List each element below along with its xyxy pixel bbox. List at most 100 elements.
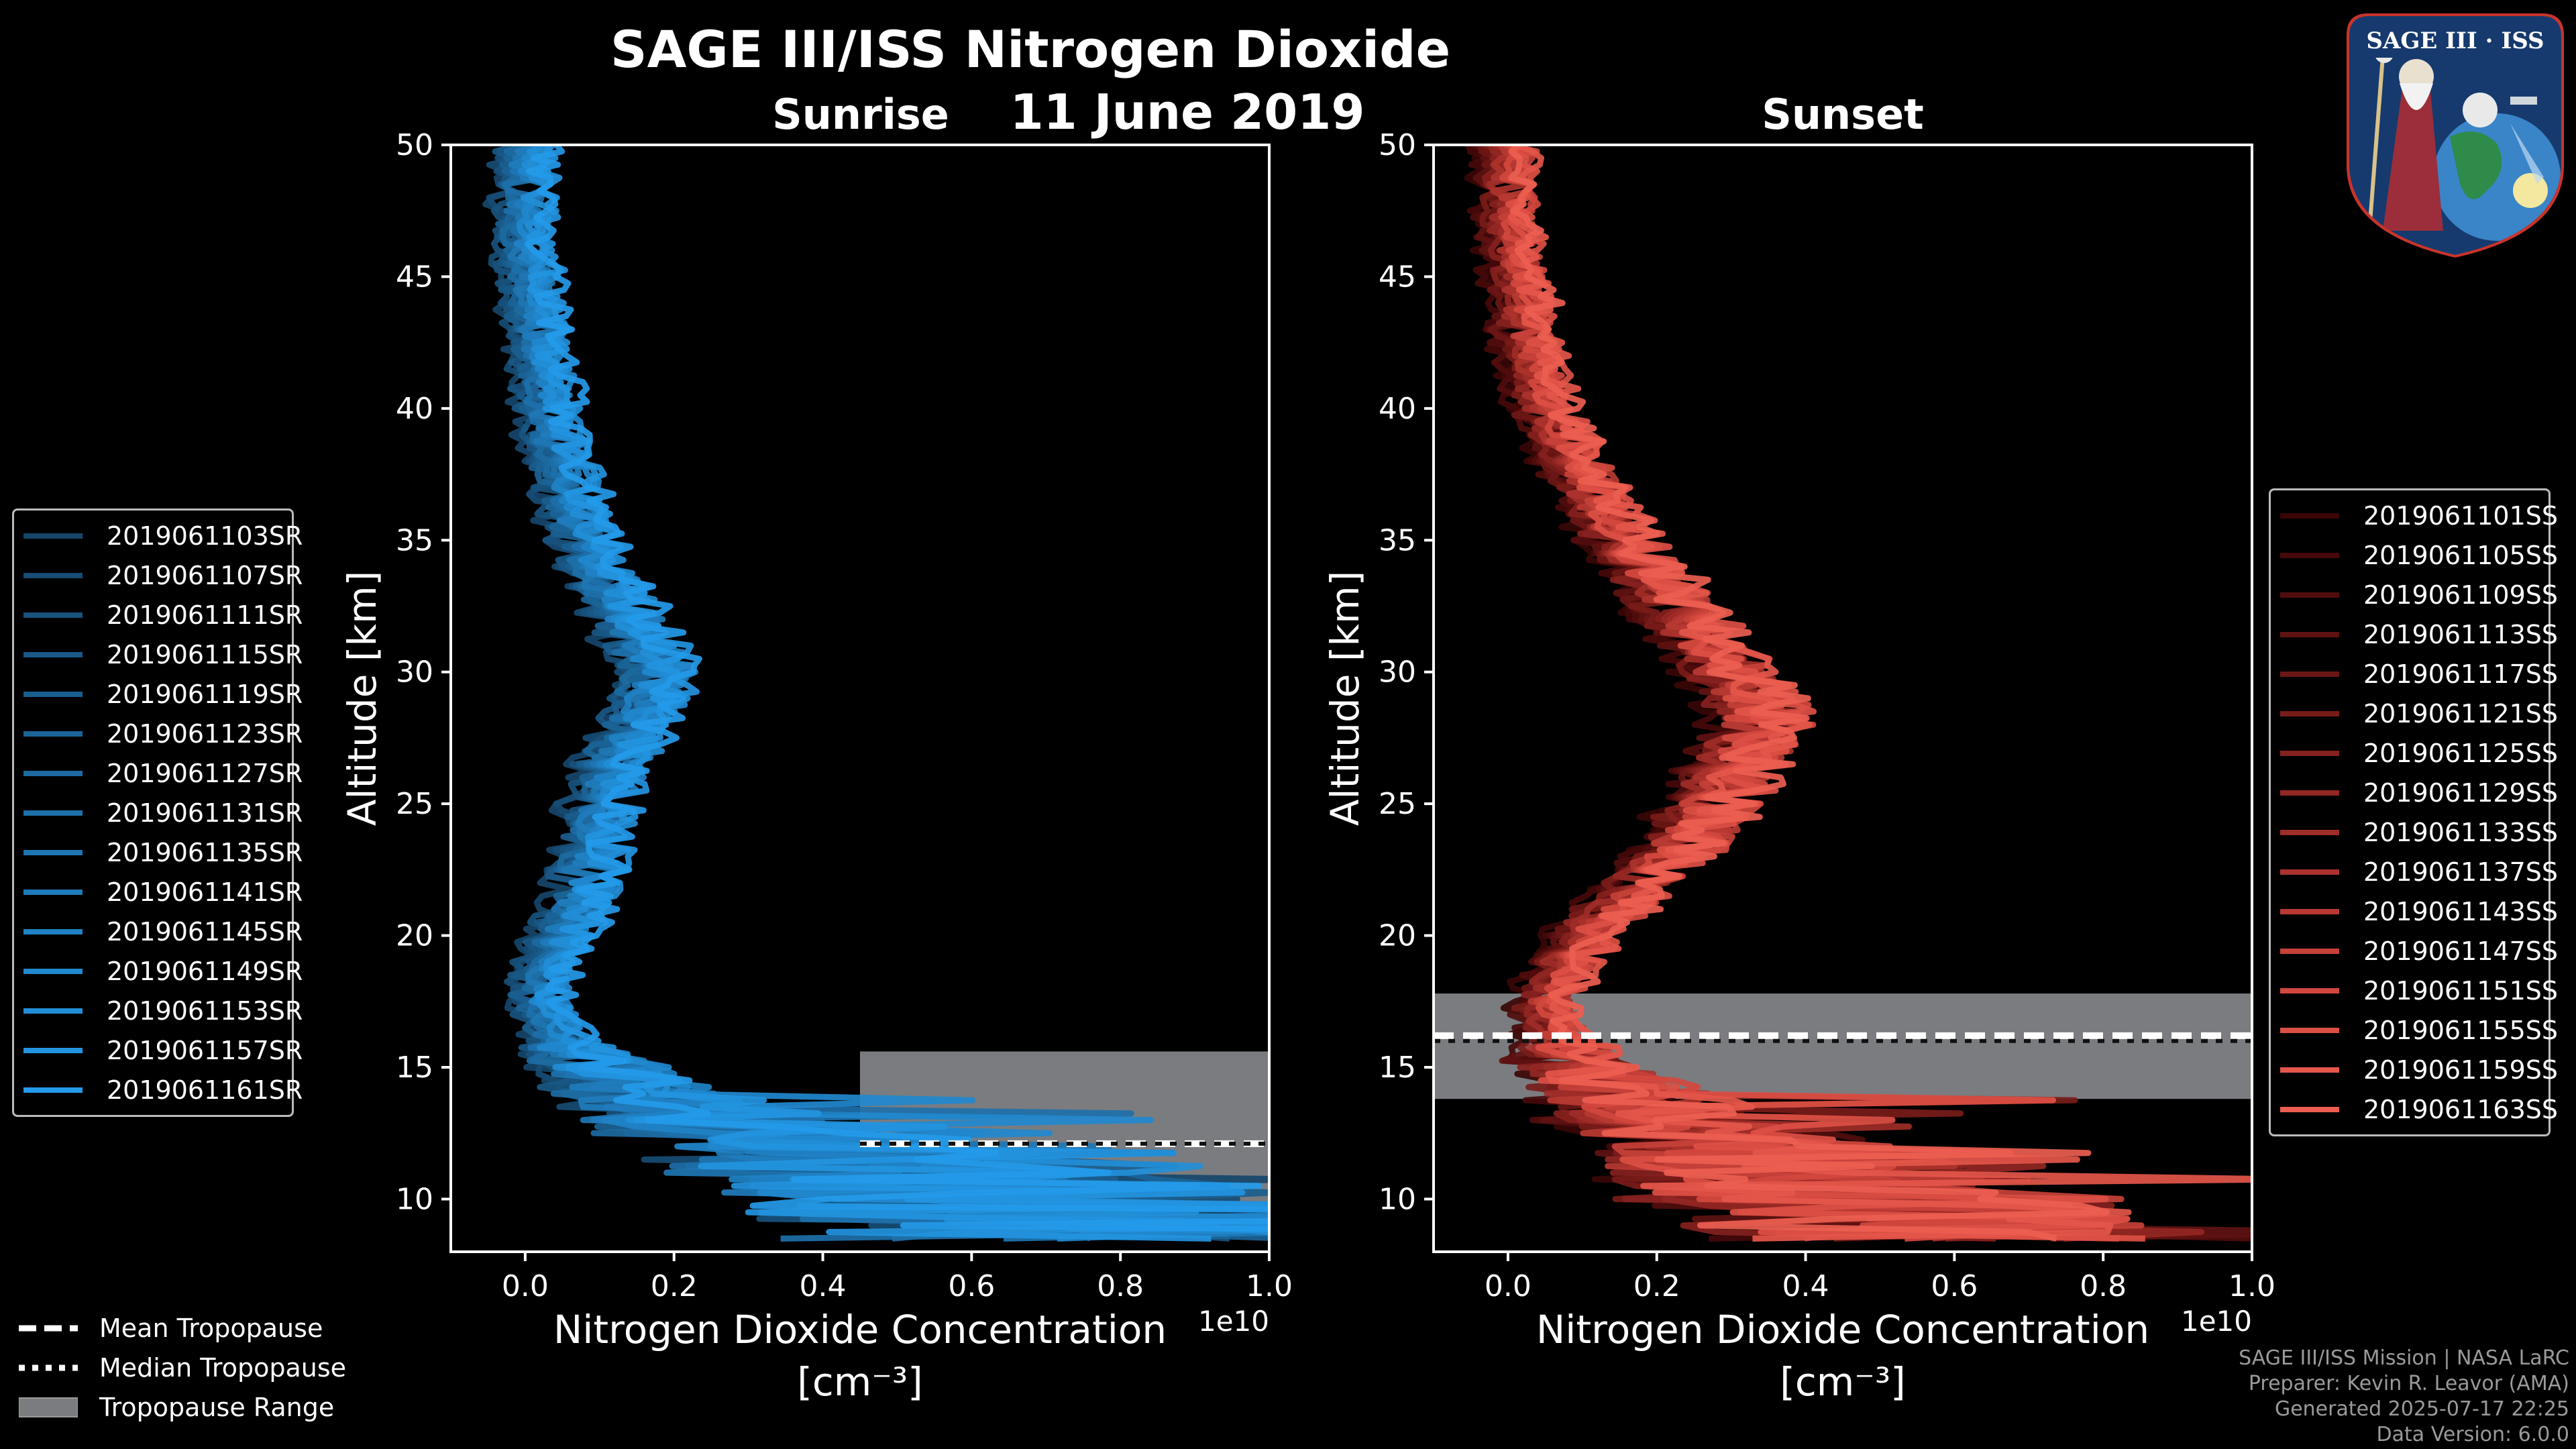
x-tick-label: 1.0 bbox=[1246, 1269, 1293, 1303]
legend-entry: 2019061137SS bbox=[2280, 852, 2558, 892]
tropopause-range-label: Tropopause Range bbox=[99, 1392, 335, 1422]
sunset-plot-area bbox=[1434, 145, 2252, 1242]
legend-label: 2019061135SR bbox=[107, 837, 303, 867]
legend-swatch bbox=[23, 612, 83, 618]
x-axis-unit: [cm⁻³] bbox=[1780, 1359, 1906, 1405]
legend-swatch bbox=[2280, 710, 2339, 716]
y-tick-label: 15 bbox=[1379, 1051, 1416, 1085]
legend-entry: 2019061115SR bbox=[23, 635, 303, 674]
legend-label: 2019061147SS bbox=[2363, 936, 2559, 966]
legend-swatch bbox=[23, 651, 83, 657]
legend-swatch bbox=[2280, 750, 2339, 756]
legend-entry: 2019061131SR bbox=[23, 793, 303, 833]
x-tick-label: 0.0 bbox=[1485, 1269, 1532, 1303]
legend-entry: 2019061119SR bbox=[23, 674, 303, 714]
y-tick-label: 20 bbox=[396, 919, 433, 953]
median-tropopause-legend-entry: Median Tropopause bbox=[19, 1348, 346, 1387]
sunset-title: Sunset bbox=[1762, 90, 1924, 139]
x-axis-label: Nitrogen Dioxide Concentration bbox=[553, 1307, 1167, 1352]
legend-entry: 2019061123SR bbox=[23, 714, 303, 753]
y-tick-label: 15 bbox=[396, 1051, 433, 1085]
dotted-line-icon bbox=[19, 1356, 78, 1379]
legend-label: 2019061111SR bbox=[107, 600, 303, 630]
chart-title: SAGE III/ISS Nitrogen Dioxide bbox=[610, 19, 1450, 79]
sunset-plot-frame bbox=[1432, 144, 2253, 1253]
x-tick-label: 0.6 bbox=[1931, 1269, 1978, 1303]
y-tick-label: 10 bbox=[396, 1182, 433, 1216]
chart-date: 11 June 2019 bbox=[1010, 84, 1365, 140]
sunset-legend: 2019061101SS 2019061105SS 2019061109SS 2019… bbox=[2269, 488, 2558, 1136]
x-axis-multiplier: 1e10 bbox=[1198, 1305, 1269, 1338]
profile-line-2019061163SS bbox=[1508, 145, 2110, 1242]
legend-swatch bbox=[2280, 987, 2339, 994]
legend-label: 2019061103SR bbox=[107, 521, 303, 551]
legend-swatch bbox=[23, 1087, 83, 1093]
legend-swatch bbox=[2280, 790, 2339, 796]
legend-swatch bbox=[23, 572, 83, 578]
legend-entry: 2019061161SR bbox=[23, 1070, 303, 1110]
legend-swatch bbox=[23, 810, 83, 816]
x-tick-label: 0.8 bbox=[2080, 1269, 2127, 1303]
footer-line-mission: SAGE III/ISS Mission | NASA LaRC bbox=[2239, 1346, 2569, 1370]
legend-swatch bbox=[23, 770, 83, 776]
legend-label: 2019061149SR bbox=[107, 956, 303, 986]
legend-entry: 2019061141SR bbox=[23, 872, 303, 912]
legend-entry: 2019061159SS bbox=[2280, 1050, 2558, 1089]
legend-entry: 2019061153SR bbox=[23, 991, 303, 1030]
legend-swatch bbox=[2280, 513, 2339, 519]
legend-entry: 2019061149SR bbox=[23, 951, 303, 991]
credits-footer: SAGE III/ISS Mission | NASA LaRC Prepare… bbox=[2239, 1346, 2569, 1448]
x-tick-label: 0.6 bbox=[948, 1269, 995, 1303]
x-tick-label: 0.0 bbox=[502, 1269, 549, 1303]
legend-label: 2019061159SS bbox=[2363, 1055, 2559, 1085]
y-tick-label: 40 bbox=[396, 392, 433, 426]
dashed-line-icon bbox=[19, 1317, 78, 1340]
profile-line-2019061113SS bbox=[1472, 145, 2252, 1242]
legend-entry: 2019061157SR bbox=[23, 1030, 303, 1070]
legend-label: 2019061131SR bbox=[107, 798, 303, 828]
sunrise-title: Sunrise bbox=[772, 90, 949, 139]
legend-entry: 2019061117SS bbox=[2280, 654, 2558, 694]
footer-line-preparer: Preparer: Kevin R. Leavor (AMA) bbox=[2248, 1372, 2569, 1395]
x-tick-label: 0.2 bbox=[1633, 1269, 1680, 1303]
profile-line-2019061161SR bbox=[525, 145, 1269, 1232]
y-tick-label: 10 bbox=[1379, 1182, 1416, 1216]
mean-tropopause-legend-entry: Mean Tropopause bbox=[19, 1308, 346, 1348]
x-tick-label: 0.4 bbox=[1782, 1269, 1829, 1303]
median-tropopause-label: Median Tropopause bbox=[99, 1352, 346, 1383]
y-tick-label: 50 bbox=[396, 128, 433, 162]
legend-label: 2019061163SS bbox=[2363, 1094, 2559, 1124]
legend-label: 2019061133SS bbox=[2363, 817, 2559, 847]
footer-line-generated: Generated 2025-07-17 22:25 bbox=[2274, 1397, 2569, 1421]
legend-label: 2019061117SS bbox=[2363, 659, 2559, 689]
x-tick-label: 0.4 bbox=[800, 1269, 847, 1303]
y-tick-label: 20 bbox=[1379, 919, 1416, 953]
legend-label: 2019061143SS bbox=[2363, 896, 2559, 926]
legend-label: 2019061157SR bbox=[107, 1035, 303, 1065]
y-tick-label: 35 bbox=[396, 523, 433, 557]
legend-entry: 2019061145SR bbox=[23, 912, 303, 951]
legend-label: 2019061121SS bbox=[2363, 698, 2559, 729]
logo-title: SAGE III · ISS bbox=[2366, 28, 2544, 54]
legend-label: 2019061151SS bbox=[2363, 975, 2559, 1006]
legend-label: 2019061141SR bbox=[107, 877, 303, 907]
y-axis-label: Altitude [km] bbox=[339, 571, 385, 826]
y-tick-label: 45 bbox=[1379, 260, 1416, 294]
x-tick-label: 1.0 bbox=[2229, 1269, 2275, 1303]
y-tick-label: 45 bbox=[396, 260, 433, 294]
legend-label: 2019061161SR bbox=[107, 1075, 303, 1105]
mean-tropopause-label: Mean Tropopause bbox=[99, 1313, 323, 1343]
legend-label: 2019061127SR bbox=[107, 758, 303, 788]
legend-swatch bbox=[2280, 948, 2339, 954]
legend-label: 2019061109SS bbox=[2363, 580, 2559, 610]
legend-entry: 2019061113SS bbox=[2280, 614, 2558, 654]
sunrise-panel: 10 15 20 25 30 35 40 45 50 0.0 0.2 0.4 0.6 0.8 1.0 Sunr… bbox=[339, 90, 1293, 1405]
y-tick-label: 25 bbox=[396, 787, 433, 821]
legend-swatch bbox=[23, 691, 83, 697]
x-tick-label: 0.2 bbox=[651, 1269, 698, 1303]
legend-swatch bbox=[23, 1008, 83, 1014]
legend-swatch bbox=[2280, 829, 2339, 835]
legend-entry: 2019061103SR bbox=[23, 516, 303, 555]
legend-label: 2019061119SR bbox=[107, 679, 303, 709]
